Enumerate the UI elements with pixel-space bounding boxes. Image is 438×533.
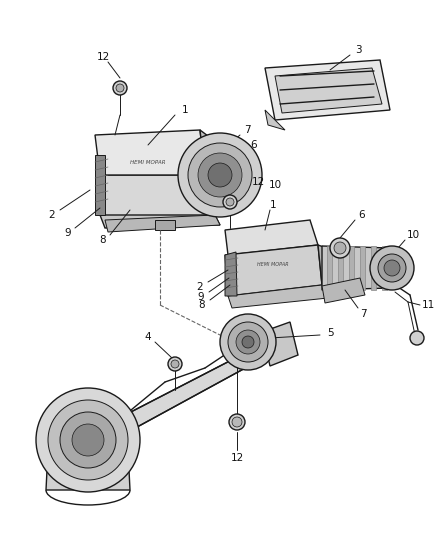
- Polygon shape: [200, 130, 220, 185]
- Text: 12: 12: [230, 453, 244, 463]
- Polygon shape: [105, 215, 220, 232]
- Text: 6: 6: [251, 140, 257, 150]
- Text: 8: 8: [100, 235, 106, 245]
- Polygon shape: [338, 246, 343, 290]
- Text: 11: 11: [421, 300, 434, 310]
- Text: 10: 10: [268, 180, 282, 190]
- Text: 12: 12: [96, 52, 110, 62]
- Text: 1: 1: [182, 105, 188, 115]
- Circle shape: [226, 198, 234, 206]
- Polygon shape: [327, 246, 332, 290]
- Text: 2: 2: [49, 210, 55, 220]
- Text: 3: 3: [355, 45, 361, 55]
- Circle shape: [370, 246, 414, 290]
- Polygon shape: [265, 60, 390, 120]
- Polygon shape: [225, 220, 318, 255]
- Text: 1: 1: [270, 200, 276, 210]
- Polygon shape: [349, 246, 354, 290]
- Polygon shape: [382, 246, 387, 290]
- Circle shape: [198, 153, 242, 197]
- Circle shape: [330, 238, 350, 258]
- Text: 12: 12: [251, 177, 265, 187]
- Circle shape: [232, 417, 242, 427]
- Circle shape: [236, 330, 260, 354]
- Text: 2: 2: [197, 282, 203, 292]
- Circle shape: [378, 254, 406, 282]
- Circle shape: [113, 81, 127, 95]
- Text: 7: 7: [244, 125, 250, 135]
- Polygon shape: [225, 245, 322, 296]
- Circle shape: [228, 322, 268, 362]
- Circle shape: [410, 331, 424, 345]
- Polygon shape: [262, 322, 298, 366]
- Circle shape: [116, 84, 124, 92]
- Polygon shape: [371, 246, 376, 290]
- Circle shape: [48, 400, 128, 480]
- Circle shape: [188, 143, 252, 207]
- Polygon shape: [360, 246, 365, 290]
- Polygon shape: [95, 155, 105, 215]
- Circle shape: [223, 195, 237, 209]
- Polygon shape: [125, 335, 282, 432]
- Circle shape: [168, 357, 182, 371]
- Circle shape: [229, 414, 245, 430]
- Text: HEMI MOPAR: HEMI MOPAR: [257, 262, 289, 268]
- Text: HEMI MOPAR: HEMI MOPAR: [130, 159, 166, 165]
- Text: 4: 4: [145, 332, 151, 342]
- Circle shape: [242, 336, 254, 348]
- Polygon shape: [322, 278, 365, 303]
- Polygon shape: [205, 152, 232, 200]
- Text: 9: 9: [65, 228, 71, 238]
- Polygon shape: [46, 450, 130, 490]
- Text: 6: 6: [359, 210, 365, 220]
- Polygon shape: [225, 252, 237, 296]
- Circle shape: [36, 388, 140, 492]
- Circle shape: [384, 260, 400, 276]
- Polygon shape: [318, 245, 335, 290]
- Circle shape: [220, 314, 276, 370]
- Circle shape: [178, 133, 262, 217]
- Polygon shape: [100, 175, 215, 220]
- Polygon shape: [95, 130, 205, 175]
- Polygon shape: [228, 285, 328, 308]
- Text: 7: 7: [360, 309, 366, 319]
- Text: 9: 9: [198, 292, 204, 302]
- Circle shape: [171, 360, 179, 368]
- Polygon shape: [265, 110, 285, 130]
- Text: 5: 5: [327, 328, 333, 338]
- Text: 8: 8: [199, 300, 205, 310]
- Polygon shape: [322, 246, 390, 290]
- Polygon shape: [275, 68, 382, 113]
- Circle shape: [60, 412, 116, 468]
- Circle shape: [208, 163, 232, 187]
- Circle shape: [72, 424, 104, 456]
- Polygon shape: [100, 215, 220, 228]
- Polygon shape: [155, 220, 175, 230]
- Circle shape: [334, 242, 346, 254]
- Text: 10: 10: [406, 230, 420, 240]
